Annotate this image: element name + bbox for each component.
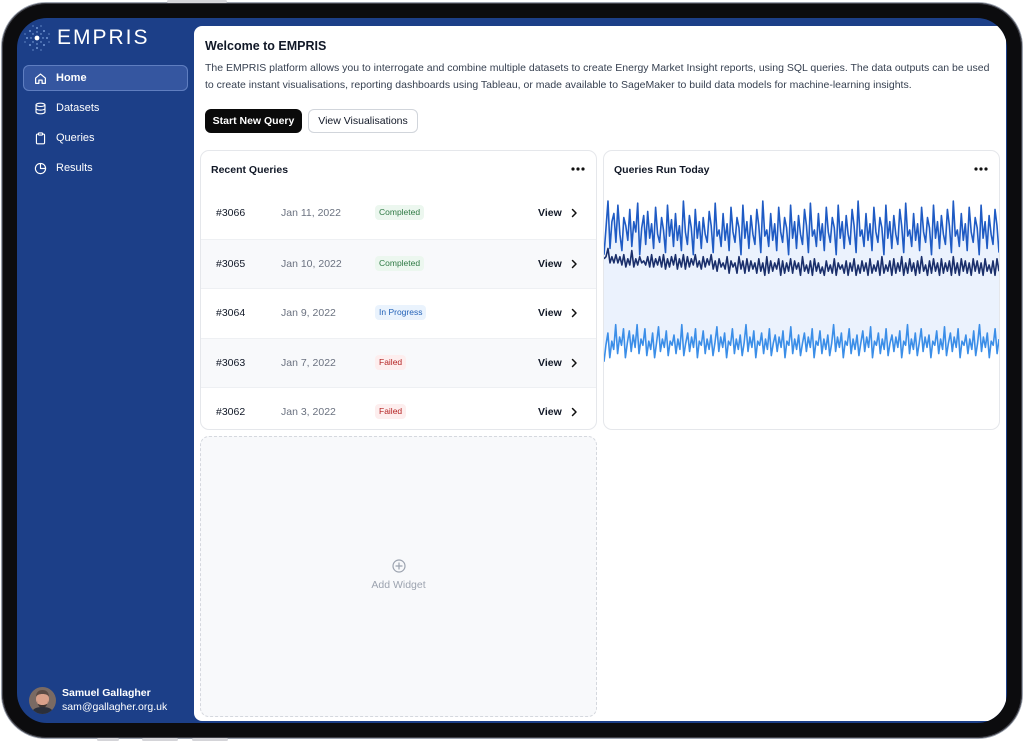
main-panel: Welcome to EMPRIS The EMPRIS platform al… (194, 26, 1006, 721)
sidebar-item-label: Datasets (56, 102, 100, 114)
page-title: Welcome to EMPRIS (205, 39, 327, 53)
clipboard-icon (33, 131, 48, 146)
view-link[interactable]: View (538, 406, 562, 419)
empris-logo-icon (24, 25, 50, 51)
user-name: Samuel Gallagher (62, 687, 151, 699)
volume-button (97, 738, 119, 741)
table-row[interactable]: #3064 Jan 9, 2022 In Progress View (201, 288, 596, 338)
sidebar-item-label: Queries (56, 132, 95, 144)
view-link[interactable]: View (538, 207, 562, 219)
chart-area-band (604, 201, 999, 362)
view-link[interactable]: View (538, 356, 562, 369)
query-date: Jan 3, 2022 (281, 406, 336, 419)
chart-series-line-1 (604, 247, 999, 277)
query-id: #3065 (216, 257, 246, 270)
queries-list: #3066 Jan 11, 2022 Completed View #3065 … (201, 189, 596, 429)
more-options-icon[interactable] (973, 163, 989, 175)
status-badge: In Progress (375, 305, 427, 321)
power-button (167, 0, 227, 3)
status-badge: Completed (375, 255, 425, 271)
volume-button (142, 738, 178, 741)
query-date: Jan 9, 2022 (281, 307, 336, 320)
table-row[interactable]: #3065 Jan 10, 2022 Completed View (201, 238, 596, 289)
sidebar-item-results[interactable]: Results (23, 155, 188, 181)
volume-button (192, 738, 228, 741)
chevron-right-icon[interactable] (568, 307, 580, 319)
sidebar-item-home[interactable]: Home (23, 65, 188, 91)
chart-series-line-3 (604, 200, 999, 256)
chevron-right-icon[interactable] (568, 207, 580, 219)
sidebar-item-queries[interactable]: Queries (23, 125, 188, 151)
view-link[interactable]: View (538, 307, 562, 320)
database-icon (33, 101, 48, 116)
table-row[interactable]: #3062 Jan 3, 2022 Failed View (201, 387, 596, 429)
add-widget-button[interactable]: Add Widget (200, 436, 597, 717)
table-row[interactable]: #3066 Jan 11, 2022 Completed View (201, 189, 596, 239)
view-visualisations-button[interactable]: View Visualisations (308, 109, 418, 133)
sidebar-item-label: Results (56, 162, 93, 174)
chevron-right-icon[interactable] (568, 357, 580, 369)
query-date: Jan 10, 2022 (281, 257, 342, 270)
status-badge: Completed (375, 205, 425, 220)
recent-queries-title: Recent Queries (211, 164, 289, 176)
app-screen: EMPRIS Home Datasets (17, 18, 1007, 723)
query-date: Jan 11, 2022 (281, 207, 341, 219)
query-id: #3066 (216, 207, 246, 219)
home-icon (33, 71, 48, 86)
sidebar-nav: Home Datasets Queries (23, 65, 188, 185)
brand[interactable]: EMPRIS (21, 22, 150, 54)
brand-name: EMPRIS (57, 26, 150, 49)
user-email: sam@gallagher.org.uk (62, 701, 168, 713)
avatar (29, 686, 56, 714)
status-badge: Failed (375, 404, 407, 420)
sidebar: EMPRIS Home Datasets (17, 18, 193, 723)
recent-queries-card: Recent Queries #3066 Jan 11, 2022 Comple… (200, 150, 597, 430)
user-profile[interactable]: Samuel Gallagher sam@gallagher.org.uk (29, 686, 167, 714)
sidebar-item-label: Home (56, 72, 87, 84)
table-row[interactable]: #3063 Jan 7, 2022 Failed View (201, 337, 596, 388)
queries-run-today-card: Queries Run Today (603, 150, 1000, 430)
add-widget-label: Add Widget (371, 579, 426, 591)
query-date: Jan 7, 2022 (281, 356, 336, 369)
sidebar-item-datasets[interactable]: Datasets (23, 95, 188, 121)
pie-chart-icon (33, 161, 48, 176)
chevron-right-icon[interactable] (568, 258, 580, 270)
start-new-query-button[interactable]: Start New Query (205, 109, 302, 133)
chart-series-line-2 (604, 323, 999, 362)
page-description: The EMPRIS platform allows you to interr… (205, 62, 990, 91)
chart-title: Queries Run Today (614, 164, 710, 176)
query-id: #3064 (216, 307, 246, 320)
query-id: #3062 (216, 406, 246, 419)
more-options-icon[interactable] (570, 163, 586, 175)
query-id: #3063 (216, 356, 246, 369)
status-badge: Failed (375, 354, 407, 370)
chevron-right-icon[interactable] (568, 406, 580, 418)
view-link[interactable]: View (538, 257, 562, 270)
plus-circle-icon (392, 559, 406, 573)
queries-chart (604, 200, 999, 362)
